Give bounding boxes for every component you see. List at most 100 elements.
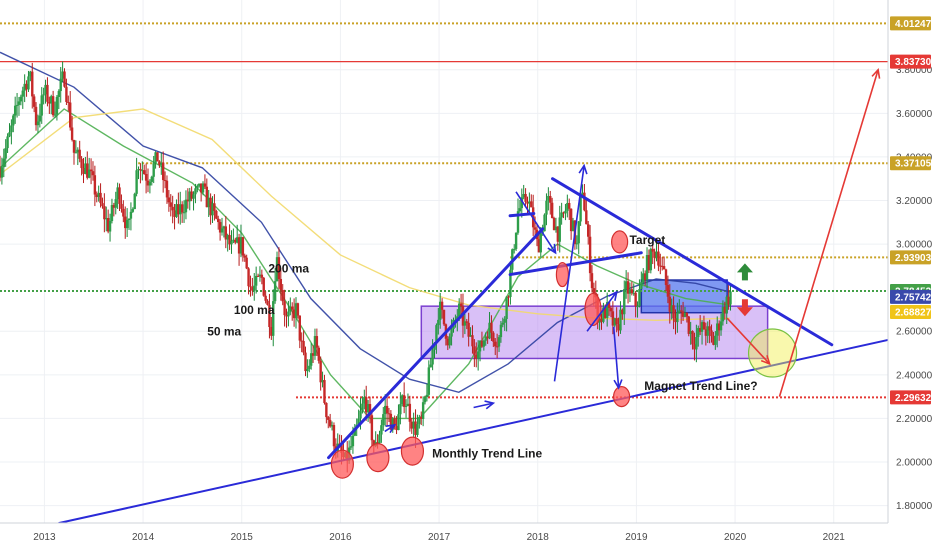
candle-body bbox=[488, 322, 491, 339]
price-tick-label: 2.00000 bbox=[896, 457, 932, 468]
annotation-label: 200 ma bbox=[268, 261, 309, 275]
candle-body bbox=[662, 266, 666, 270]
candle-body bbox=[51, 96, 55, 116]
plot-background bbox=[0, 0, 888, 523]
candle-body bbox=[416, 424, 419, 435]
trend-line bbox=[58, 338, 889, 524]
time-axis[interactable]: 2013 2014 2015 2016 2017 2018 2019 2020 2021 bbox=[0, 522, 932, 550]
candle-body bbox=[57, 91, 61, 97]
candle-body bbox=[507, 296, 510, 298]
candle-body bbox=[215, 210, 218, 219]
candle-body bbox=[209, 197, 212, 216]
candle-body bbox=[683, 312, 687, 317]
candle-body bbox=[539, 233, 542, 253]
candle-body bbox=[308, 365, 311, 370]
candle-body bbox=[530, 201, 533, 208]
candle-body bbox=[273, 281, 277, 302]
touch-point-marker bbox=[584, 292, 602, 327]
candle-body bbox=[313, 336, 317, 356]
candle-body bbox=[630, 289, 634, 294]
touch-point-marker bbox=[330, 449, 354, 479]
candle-body bbox=[617, 324, 620, 331]
candle-body bbox=[306, 369, 309, 372]
candle-body bbox=[554, 226, 558, 231]
candle-body bbox=[655, 251, 658, 258]
candle-body bbox=[2, 158, 5, 168]
price-badge-label: 3.83730 bbox=[895, 57, 932, 68]
candle-body bbox=[537, 239, 541, 253]
candle-body bbox=[135, 170, 138, 194]
candle-body bbox=[609, 307, 613, 312]
candle-body bbox=[237, 237, 241, 254]
time-tick-label: 2019 bbox=[625, 532, 648, 543]
candle-body bbox=[469, 335, 472, 337]
candle-body bbox=[607, 302, 611, 308]
candle-body bbox=[258, 274, 262, 277]
touch-point-marker bbox=[555, 261, 570, 288]
candle-body bbox=[182, 212, 186, 214]
candle-body bbox=[465, 321, 468, 323]
price-badge-label: 2.93903 bbox=[895, 253, 932, 264]
candle-body bbox=[291, 306, 294, 310]
candle-body bbox=[723, 306, 727, 314]
candle-body bbox=[61, 71, 64, 79]
candle-body bbox=[402, 395, 406, 407]
candle-body bbox=[672, 305, 675, 319]
candle-body bbox=[522, 193, 525, 198]
candle-body bbox=[387, 413, 391, 415]
candle-body bbox=[198, 183, 201, 186]
arrow-head bbox=[547, 243, 557, 255]
candle-body bbox=[727, 296, 730, 305]
candle-body bbox=[169, 202, 172, 207]
candle-body bbox=[380, 425, 383, 435]
candle-body bbox=[418, 416, 421, 425]
candle-body bbox=[651, 248, 654, 252]
candle-body bbox=[93, 175, 97, 195]
candle-body bbox=[10, 125, 13, 133]
candle-body bbox=[272, 301, 275, 336]
candle-body bbox=[577, 221, 580, 244]
price-badge bbox=[890, 250, 931, 265]
candle-body bbox=[127, 218, 131, 220]
candle-body bbox=[260, 274, 264, 278]
candle-body bbox=[106, 218, 110, 232]
candle-body bbox=[575, 243, 579, 245]
arrow-line bbox=[473, 402, 494, 409]
price-badge bbox=[890, 156, 931, 171]
candle-body bbox=[585, 210, 588, 225]
candle-body bbox=[340, 444, 343, 453]
time-tick-label: 2018 bbox=[527, 532, 550, 543]
candle-body bbox=[598, 318, 601, 323]
candle-body bbox=[232, 239, 235, 241]
time-tick-label: 2014 bbox=[132, 532, 155, 543]
candle-body bbox=[287, 311, 290, 317]
candle-body bbox=[366, 404, 370, 413]
candle-body bbox=[218, 222, 222, 233]
candle-body bbox=[664, 269, 668, 286]
candle-body bbox=[55, 96, 59, 115]
candle-body bbox=[323, 380, 326, 403]
candle-body bbox=[59, 78, 62, 92]
candle-body bbox=[220, 228, 224, 233]
candle-body bbox=[21, 90, 24, 97]
candle-body bbox=[156, 152, 159, 162]
candle-body bbox=[408, 403, 412, 422]
touch-point-marker bbox=[400, 436, 425, 466]
candle-body bbox=[137, 169, 140, 171]
candle-body bbox=[46, 84, 49, 102]
candle-body bbox=[211, 203, 214, 216]
price-axis[interactable]: 1.80000 2.00000 2.20000 2.40000 2.60000 3.000… bbox=[887, 0, 932, 550]
arrow-line bbox=[515, 191, 557, 254]
candle-body bbox=[503, 319, 506, 323]
candle-body bbox=[141, 170, 144, 172]
candle-body bbox=[647, 254, 651, 271]
arrow-line bbox=[778, 69, 879, 397]
candle-body bbox=[562, 212, 565, 214]
candle-body bbox=[249, 286, 252, 288]
candle-body bbox=[40, 95, 43, 116]
candle-body bbox=[552, 218, 556, 231]
candle-body bbox=[103, 206, 106, 220]
candle-body bbox=[0, 167, 2, 178]
candle-body bbox=[685, 312, 689, 317]
candle-body bbox=[395, 426, 398, 431]
